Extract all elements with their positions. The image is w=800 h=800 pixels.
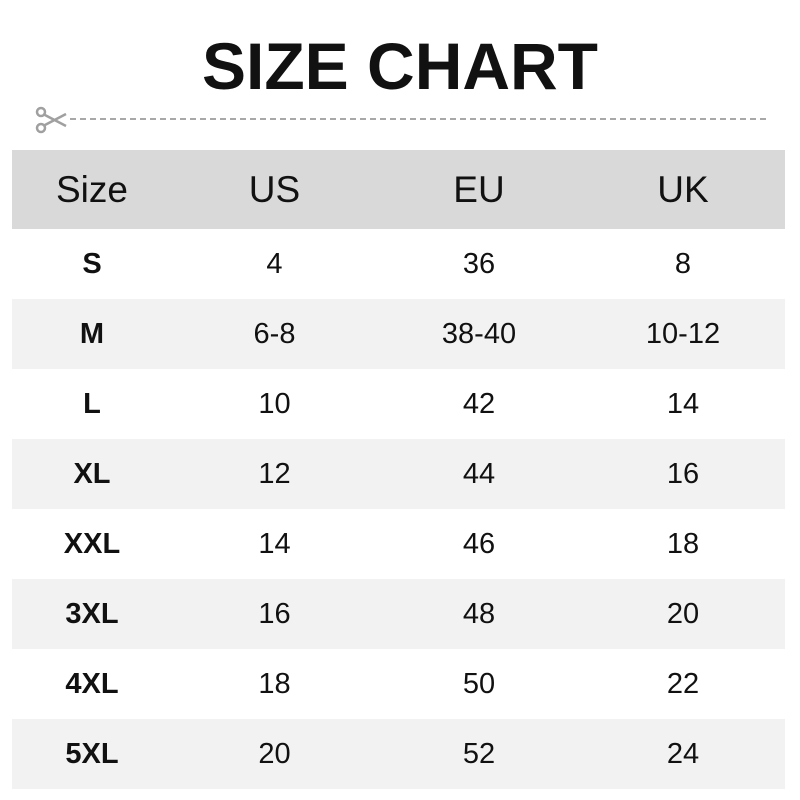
us-cell: 20 xyxy=(258,737,291,770)
scissors-icon xyxy=(35,106,67,134)
cut-line xyxy=(34,106,774,134)
uk-cell: 16 xyxy=(666,457,700,490)
size-cell: L xyxy=(83,387,101,420)
table-row: XXL 14 46 18 xyxy=(12,509,785,579)
table-row: L 10 42 14 xyxy=(12,369,785,439)
size-cell: 4XL xyxy=(65,667,119,700)
size-cell: 5XL xyxy=(65,737,119,770)
us-cell: 12 xyxy=(258,457,291,490)
header-size: Size xyxy=(56,168,128,210)
uk-cell: 8 xyxy=(674,247,692,280)
header-uk: UK xyxy=(657,168,709,210)
size-table: Size US EU UK S 4 36 8 M 6-8 38-40 10-12 L 10 42 14… xyxy=(12,150,785,789)
eu-cell: 44 xyxy=(462,457,496,490)
uk-cell: 18 xyxy=(666,527,700,560)
uk-cell: 10-12 xyxy=(645,317,721,350)
table-row: S 4 36 8 xyxy=(12,229,785,299)
header-eu: EU xyxy=(453,168,505,210)
table-row: M 6-8 38-40 10-12 xyxy=(12,299,785,369)
size-cell: 3XL xyxy=(65,597,119,630)
table-row: 3XL 16 48 20 xyxy=(12,579,785,649)
table-row: 4XL 18 50 22 xyxy=(12,649,785,719)
page-title: SIZE CHART xyxy=(202,29,598,103)
uk-cell: 24 xyxy=(666,737,700,770)
table-row: 5XL 20 52 24 xyxy=(12,719,785,789)
size-cell: M xyxy=(79,317,105,350)
us-cell: 16 xyxy=(258,597,291,630)
eu-cell: 50 xyxy=(462,667,496,700)
eu-cell: 46 xyxy=(462,527,496,560)
uk-cell: 20 xyxy=(666,597,700,630)
us-cell: 10 xyxy=(258,387,291,420)
size-cell: XXL xyxy=(63,527,121,560)
us-cell: 14 xyxy=(258,527,291,560)
table-header: Size US EU UK xyxy=(12,150,785,229)
us-cell: 6-8 xyxy=(253,317,296,350)
eu-cell: 48 xyxy=(462,597,496,630)
uk-cell: 22 xyxy=(666,667,700,700)
eu-cell: 38-40 xyxy=(441,317,517,350)
eu-cell: 36 xyxy=(462,247,496,280)
uk-cell: 14 xyxy=(666,387,700,420)
us-cell: 4 xyxy=(266,247,283,280)
table-row: XL 12 44 16 xyxy=(12,439,785,509)
header-us: US xyxy=(248,168,301,210)
us-cell: 18 xyxy=(258,667,291,700)
dashed-line xyxy=(70,118,766,120)
size-cell: XL xyxy=(73,457,111,490)
size-cell: S xyxy=(82,247,102,280)
eu-cell: 52 xyxy=(462,737,496,770)
eu-cell: 42 xyxy=(462,387,496,420)
